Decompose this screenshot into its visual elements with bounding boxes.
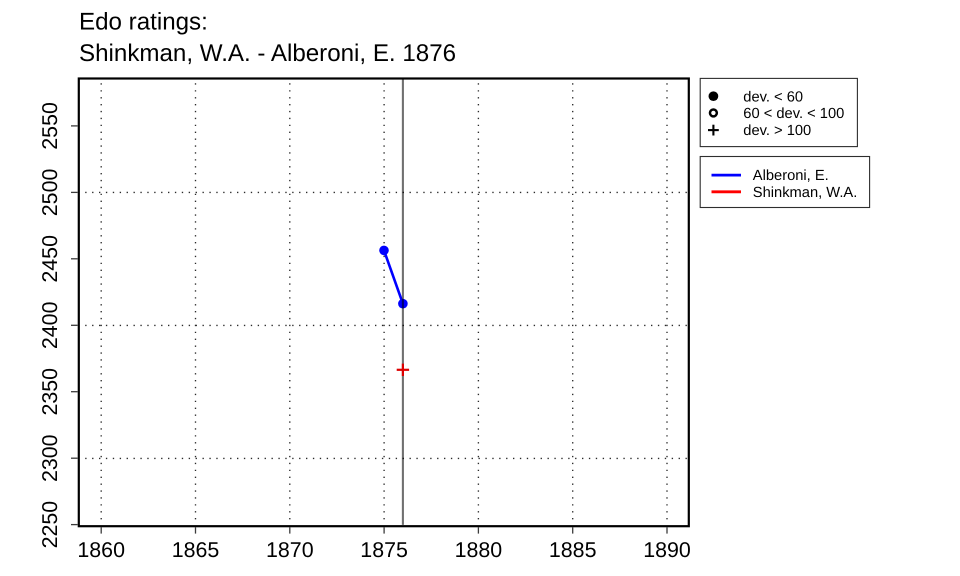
- svg-text:dev. > 100: dev. > 100: [743, 123, 811, 139]
- svg-text:2450: 2450: [38, 235, 62, 283]
- svg-text:1890: 1890: [643, 538, 691, 562]
- svg-text:Edo ratings:: Edo ratings:: [79, 9, 208, 36]
- svg-text:2500: 2500: [38, 169, 62, 217]
- svg-text:1870: 1870: [266, 538, 314, 562]
- svg-text:2250: 2250: [38, 501, 62, 549]
- svg-text:dev. < 60: dev. < 60: [743, 89, 803, 105]
- svg-text:Shinkman, W.A.: Shinkman, W.A.: [753, 185, 857, 201]
- svg-text:1875: 1875: [360, 538, 408, 562]
- svg-text:2300: 2300: [38, 434, 62, 482]
- svg-text:2400: 2400: [38, 301, 62, 349]
- svg-text:1865: 1865: [172, 538, 220, 562]
- svg-text:2550: 2550: [38, 102, 62, 150]
- svg-text:1880: 1880: [455, 538, 503, 562]
- svg-text:1885: 1885: [549, 538, 597, 562]
- svg-text:Shinkman, W.A. - Alberoni, E.: Shinkman, W.A. - Alberoni, E. 1876: [79, 40, 456, 67]
- svg-text:1860: 1860: [77, 538, 125, 562]
- svg-text:2350: 2350: [38, 368, 62, 416]
- svg-text:Alberoni, E.: Alberoni, E.: [753, 168, 829, 184]
- svg-text:60 < dev. < 100: 60 < dev. < 100: [743, 106, 844, 122]
